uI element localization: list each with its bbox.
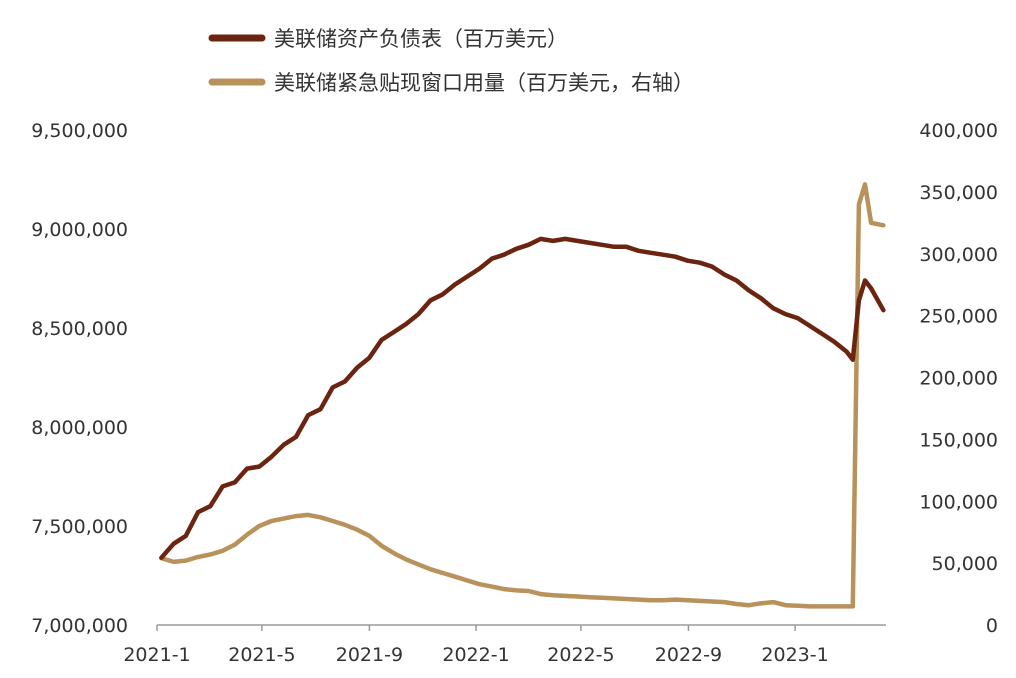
y-right-tick-label: 200,000 — [919, 368, 998, 390]
y-right-tick-label: 400,000 — [919, 120, 998, 142]
series-line-1 — [159, 236, 886, 560]
legend-label: 美联储紧急贴现窗口用量（百万美元，右轴） — [274, 71, 694, 95]
y-right-tick-label: 50,000 — [932, 553, 998, 575]
legend: 美联储资产负债表（百万美元） 美联储紧急贴现窗口用量（百万美元，右轴） — [208, 27, 694, 95]
x-tick-label: 2022-5 — [547, 644, 614, 666]
y-right-tick-label: 150,000 — [919, 429, 998, 451]
y-right-tick-label: 100,000 — [919, 491, 998, 513]
y-left-tick-label: 7,500,000 — [31, 516, 128, 538]
y-left-tick-label: 8,000,000 — [31, 417, 128, 439]
x-tick-label: 2022-9 — [655, 644, 722, 666]
y-right-tick-label: 350,000 — [919, 182, 998, 204]
series-line-2 — [159, 182, 886, 609]
y-left-tick-label: 7,000,000 — [31, 615, 128, 637]
y-right-tick-label: 250,000 — [919, 306, 998, 328]
y-left-tick-label: 8,500,000 — [31, 318, 128, 340]
x-tick-label: 2021-9 — [336, 644, 403, 666]
y-right-tick-label: 0 — [986, 615, 998, 637]
x-tick-label: 2021-1 — [123, 644, 190, 666]
x-tick-label: 2022-1 — [442, 644, 509, 666]
y-left-tick-label: 9,500,000 — [31, 120, 128, 142]
x-tick-label: 2023-1 — [761, 644, 828, 666]
y-right-tick-label: 300,000 — [919, 244, 998, 266]
legend-label: 美联储资产负债表（百万美元） — [274, 27, 568, 51]
axes: 2021-1 2021-5 2021-9 2022-1 2022-5 2022-9 2023… — [31, 120, 998, 666]
series-layer — [159, 182, 886, 609]
y-left-tick-label: 9,000,000 — [31, 219, 128, 241]
x-tick-label: 2021-5 — [228, 644, 295, 666]
